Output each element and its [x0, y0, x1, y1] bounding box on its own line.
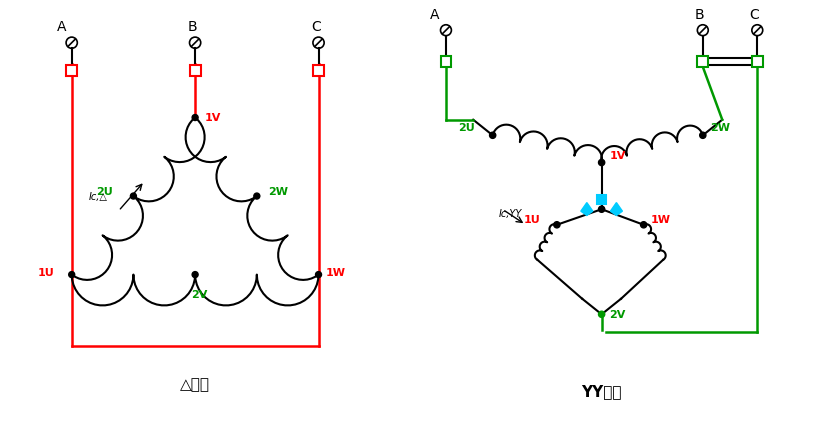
Text: 2U: 2U [458, 124, 474, 133]
Text: A: A [57, 20, 66, 35]
Circle shape [700, 132, 706, 138]
Text: 1U: 1U [38, 268, 54, 278]
Bar [598, 195, 606, 204]
Polygon shape [580, 203, 593, 215]
Bar [698, 56, 708, 67]
Text: 2V: 2V [191, 290, 208, 300]
Circle shape [130, 193, 137, 199]
Text: YY接线: YY接线 [581, 385, 622, 400]
Circle shape [192, 115, 198, 121]
Circle shape [598, 206, 605, 212]
Text: 2W: 2W [268, 187, 288, 197]
Circle shape [315, 272, 321, 277]
Text: A: A [430, 8, 440, 22]
Bar [313, 65, 324, 77]
Circle shape [598, 311, 605, 317]
Polygon shape [611, 203, 623, 215]
Text: Ic,YY: Ic,YY [498, 209, 522, 219]
Text: 1V: 1V [205, 113, 221, 123]
Circle shape [254, 193, 260, 199]
Text: 1U: 1U [524, 215, 541, 225]
Bar [66, 65, 77, 77]
Text: C: C [750, 8, 759, 22]
Bar [189, 65, 201, 77]
Circle shape [192, 272, 198, 277]
Text: 2V: 2V [610, 310, 626, 320]
Circle shape [554, 222, 560, 228]
Text: △接线: △接线 [180, 377, 210, 393]
Bar [441, 56, 451, 67]
Text: B: B [695, 8, 705, 22]
Text: 1W: 1W [650, 215, 671, 225]
Text: C: C [311, 20, 321, 35]
Bar [752, 56, 763, 67]
Circle shape [598, 159, 605, 166]
Text: 2W: 2W [711, 124, 731, 133]
Text: B: B [188, 20, 198, 35]
Circle shape [69, 272, 75, 277]
Text: 1V: 1V [610, 151, 626, 161]
Text: 1W: 1W [326, 268, 346, 278]
Text: Ic,△: Ic,△ [89, 192, 107, 202]
Text: 2U: 2U [96, 187, 113, 197]
Circle shape [641, 222, 647, 228]
Circle shape [489, 132, 496, 138]
